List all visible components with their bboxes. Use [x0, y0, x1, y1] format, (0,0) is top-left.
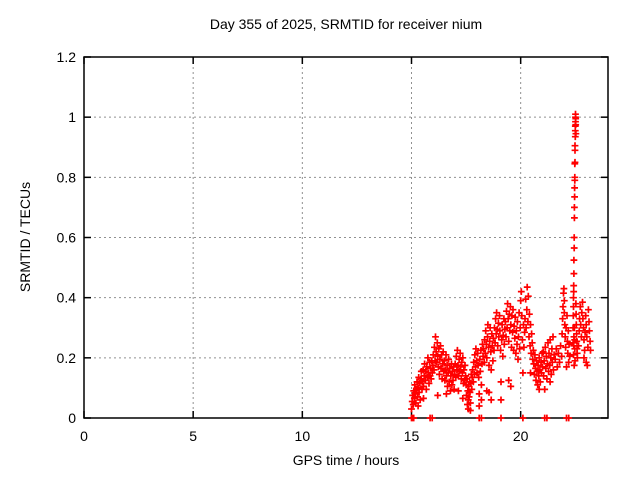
y-tick-label: 0.2 [57, 350, 77, 366]
x-tick-label: 10 [295, 428, 311, 444]
y-tick-label: 0.4 [57, 290, 77, 306]
x-tick-label: 0 [80, 428, 88, 444]
y-tick-label: 0.8 [57, 169, 77, 185]
y-tick-label: 1 [68, 109, 76, 125]
x-tick-label: 5 [189, 428, 197, 444]
x-tick-label: 15 [404, 428, 420, 444]
y-tick-label: 1.2 [57, 49, 77, 65]
y-tick-label: 0 [68, 410, 76, 426]
x-axis-label: GPS time / hours [292, 452, 400, 468]
y-tick-label: 0.6 [57, 230, 77, 246]
x-tick-label: 20 [513, 428, 529, 444]
data-points [408, 110, 594, 422]
chart-title: Day 355 of 2025, SRMTID for receiver niu… [209, 16, 483, 32]
